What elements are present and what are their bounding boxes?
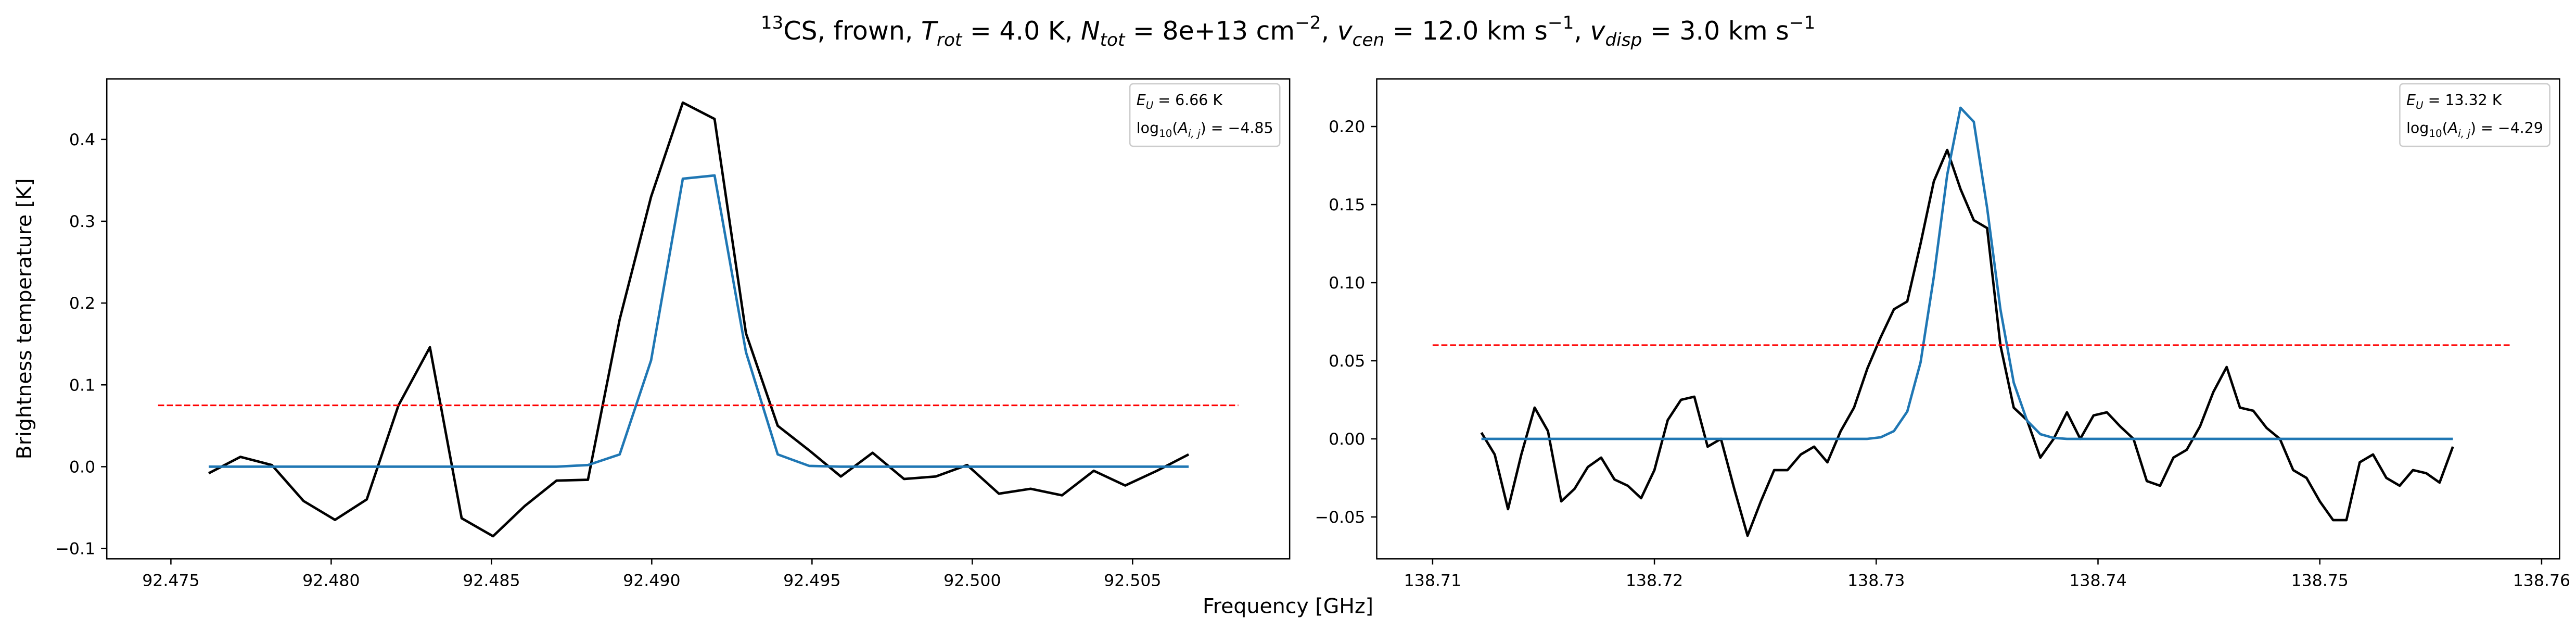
text-part: A xyxy=(1177,120,1188,137)
text-part: log xyxy=(2406,120,2429,137)
text-part: 10 xyxy=(2429,128,2442,140)
text-part: = 4.0 K, xyxy=(962,16,1081,46)
text-part: E xyxy=(2406,92,2416,109)
text-part: 13 xyxy=(761,12,784,33)
text-part: N xyxy=(1081,16,1100,46)
spectrum-line xyxy=(1481,106,2453,440)
annotation: EU = 13.32 K log10(Ai, j) = −4.29 xyxy=(2399,83,2551,147)
text-part: A xyxy=(2447,120,2458,137)
text-part: E xyxy=(1137,92,1146,109)
text-part: ) = −4.29 xyxy=(2470,120,2543,137)
figure-title: 13CS, frown, Trot = 4.0 K, Ntot = 8e+13 … xyxy=(761,12,1816,51)
text-part: −2 xyxy=(1295,12,1321,33)
text-part: = 8e+13 cm xyxy=(1125,16,1295,46)
x-tick-label: 92.500 xyxy=(943,571,1001,590)
y-tick-label: 0.0 xyxy=(69,458,95,476)
text-part: U xyxy=(1146,99,1154,111)
y-tick-label: 0.20 xyxy=(1329,118,1365,136)
y-tick-label: −0.1 xyxy=(55,540,95,559)
y-tick-label: 0.15 xyxy=(1329,196,1365,214)
x-tick-label: 92.480 xyxy=(302,571,360,590)
spectrum-line xyxy=(208,101,1190,538)
y-tick-label: −0.05 xyxy=(1315,508,1366,527)
y-tick-label: 0.00 xyxy=(1329,430,1365,449)
text-part: = 6.66 K xyxy=(1153,92,1223,109)
annotation: EU = 6.66 K log10(Ai, j) = −4.85 xyxy=(1129,83,1281,147)
x-tick-label: 92.475 xyxy=(142,571,199,590)
axes-frame xyxy=(106,78,1291,560)
annotation-text: EU = 6.66 K xyxy=(1137,92,1223,111)
annotation-text: log10(Ai, j) = −4.85 xyxy=(1137,120,1273,140)
y-axis-label: Brightness temperature [K] xyxy=(12,178,36,459)
text-part: log xyxy=(1137,120,1159,137)
y-tick-label: 0.2 xyxy=(69,294,95,313)
annotation-box xyxy=(2399,83,2551,147)
text-part: −1 xyxy=(1548,12,1574,33)
text-part: ( xyxy=(2442,120,2448,137)
y-tick-label: 0.05 xyxy=(1329,352,1365,371)
text-part: ) = −4.85 xyxy=(1201,120,1273,137)
text-part: v xyxy=(1337,16,1353,46)
y-tick-label: 0.4 xyxy=(69,131,95,149)
text-part: = 13.32 K xyxy=(2424,92,2503,109)
text-part: T xyxy=(921,16,939,46)
text-part: ( xyxy=(1172,120,1178,137)
x-tick-label: 138.74 xyxy=(2069,571,2126,590)
text-part: , xyxy=(1574,16,1590,46)
annotation-text: EU = 13.32 K xyxy=(2406,92,2503,111)
text-part: = 12.0 km s xyxy=(1384,16,1548,46)
x-tick-label: 138.75 xyxy=(2291,571,2349,590)
annotation-text: log10(Ai, j) = −4.29 xyxy=(2406,120,2543,140)
y-tick-label: 0.10 xyxy=(1329,274,1365,293)
text-part: −1 xyxy=(1789,12,1816,33)
text-part: v xyxy=(1590,16,1605,46)
text-part: cen xyxy=(1353,30,1385,51)
y-tick-label: 0.1 xyxy=(69,376,95,395)
text-part: rot xyxy=(937,30,963,51)
text-part: i, j xyxy=(2458,128,2470,140)
spectrum-line xyxy=(209,174,1189,468)
text-part: , xyxy=(1321,16,1337,46)
x-tick-label: 138.71 xyxy=(1404,571,1461,590)
text-part: tot xyxy=(1100,30,1126,51)
text-part: CS, frown, xyxy=(783,16,921,46)
x-tick-label: 92.505 xyxy=(1104,571,1161,590)
x-axis-label: Frequency [GHz] xyxy=(1203,595,1373,619)
spectrum-line xyxy=(1480,148,2454,537)
axes-frame xyxy=(1376,78,2560,560)
x-tick-label: 92.485 xyxy=(463,571,520,590)
annotation-box xyxy=(1129,83,1281,147)
y-tick-label: 0.3 xyxy=(69,212,95,231)
text-part: disp xyxy=(1605,30,1642,51)
x-tick-label: 138.72 xyxy=(1626,571,1683,590)
x-tick-label: 92.490 xyxy=(623,571,680,590)
text-part: = 3.0 km s xyxy=(1642,16,1789,46)
text-part: U xyxy=(2416,99,2424,111)
x-tick-label: 92.495 xyxy=(783,571,840,590)
text-part: i, j xyxy=(1188,128,1201,140)
text-part: 10 xyxy=(1159,128,1172,140)
x-tick-label: 138.76 xyxy=(2513,571,2570,590)
x-tick-label: 138.73 xyxy=(1847,571,1905,590)
